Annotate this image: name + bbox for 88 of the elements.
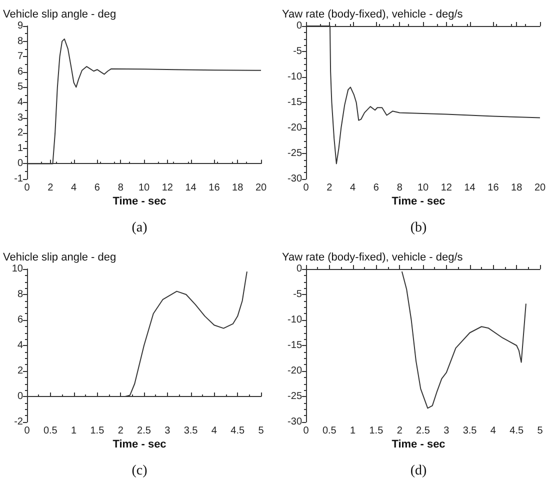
x-tick-label: 2.5 [416,426,430,436]
x-tick-label: 16 [488,182,500,194]
x-tick-label: 10 [417,182,429,194]
y-tick-label: -25 [288,391,302,402]
x-tick-label: 4.5 [230,426,245,436]
y-tick-label: 8 [17,289,24,300]
y-tick-label: -25 [288,148,302,159]
y-tick-label: -30 [288,416,302,428]
x-tick-label: 2 [118,426,124,436]
y-tick-label: 0 [17,158,24,170]
y-tick-label: 4 [17,340,24,351]
x-tick-label: 1.5 [369,426,384,436]
y-tick-label: -5 [293,46,302,57]
y-axis-title: Yaw rate (body-fixed), vehicle - deg/s [282,252,464,264]
text: (a) [132,220,148,236]
x-tick-label: 0 [303,426,310,436]
y-tick-label: 4 [17,97,24,108]
y-axis-title: Yaw rate (body-fixed), vehicle - deg/s [282,8,464,20]
x-tick-label: 12 [440,182,452,194]
y-tick-label: -10 [288,72,302,82]
y-tick-label: 2 [17,366,24,376]
x-tick-label: 1 [71,426,78,436]
y-tick-label: 1 [17,142,24,154]
y-tick-label: -5 [293,289,302,300]
x-tick-label: 6 [373,182,380,194]
y-tick-label: 8 [17,36,24,47]
x-tick-label: 4 [71,182,78,194]
x-tick-label: 3.5 [462,426,478,436]
x-tick-label: 2 [48,182,54,194]
x-tick-label: 2.5 [137,426,152,436]
y-tick-label: 2 [17,128,24,139]
y-tick-label: -20 [288,366,302,376]
x-tick-label: 10 [138,182,150,194]
x-tick-label: 2 [326,182,333,194]
x-tick-label: 3 [444,426,450,436]
x-axis-title: Time - sec [392,196,446,208]
x-tick-label: 3 [164,426,171,436]
x-tick-label: 14 [464,182,476,194]
y-tick-label: 5 [17,82,24,93]
text: (d) [410,464,427,478]
x-tick-label: 4 [490,426,496,436]
x-tick-label: 6 [94,182,100,194]
y-tick-label: 0 [17,391,24,402]
x-tick-label: 1 [350,426,356,436]
x-tick-label: 8 [396,182,403,194]
y-tick-label: 0 [296,20,302,32]
x-tick-label: 4 [350,182,356,194]
x-tick-label: 5 [537,426,544,436]
y-tick-label: 3 [17,112,24,124]
y-axis-title: Vehicle slip angle - deg [3,8,116,20]
x-tick-label: 20 [534,182,546,194]
x-tick-label: 14 [185,182,197,194]
y-tick-label: -15 [288,97,302,108]
x-tick-label: 1.5 [90,426,105,436]
x-tick-label: 5 [258,426,264,436]
y-tick-label: 10 [12,264,24,274]
y-axis-title: Vehicle slip angle - deg [3,252,116,264]
y-tick-label: 0 [296,264,302,274]
x-axis-title: Time - sec [112,196,166,208]
y-tick-label: -1 [14,174,24,184]
y-tick-label: -20 [288,122,302,134]
x-tick-label: 3.5 [184,426,198,436]
x-tick-label: 0 [24,182,30,194]
x-tick-label: 4 [211,426,218,436]
y-tick-label: 6 [17,66,24,78]
y-tick-label: -15 [288,340,302,351]
y-tick-label: -10 [288,314,302,326]
x-tick-label: 16 [208,182,220,194]
y-tick-label: -2 [14,416,24,428]
x-tick-label: 8 [118,182,124,194]
x-tick-label: 18 [511,182,523,194]
x-tick-label: 0 [24,426,30,436]
x-axis-title: Time - sec [392,438,446,450]
y-tick-label: 9 [17,20,24,32]
x-tick-label: 18 [232,182,244,194]
text: (c) [132,464,148,478]
x-tick-label: 0 [303,182,310,194]
x-tick-label: 0.5 [43,426,58,436]
y-tick-label: -30 [288,174,302,184]
y-tick-label: 7 [17,51,24,62]
x-tick-label: 12 [162,182,174,194]
x-tick-label: 4.5 [510,426,524,436]
y-tick-label: 6 [17,314,24,326]
text: (b) [410,220,427,236]
x-tick-label: 0.5 [322,426,337,436]
x-axis-title: Time - sec [112,438,166,450]
x-tick-label: 2 [396,426,403,436]
x-tick-label: 20 [255,182,267,194]
